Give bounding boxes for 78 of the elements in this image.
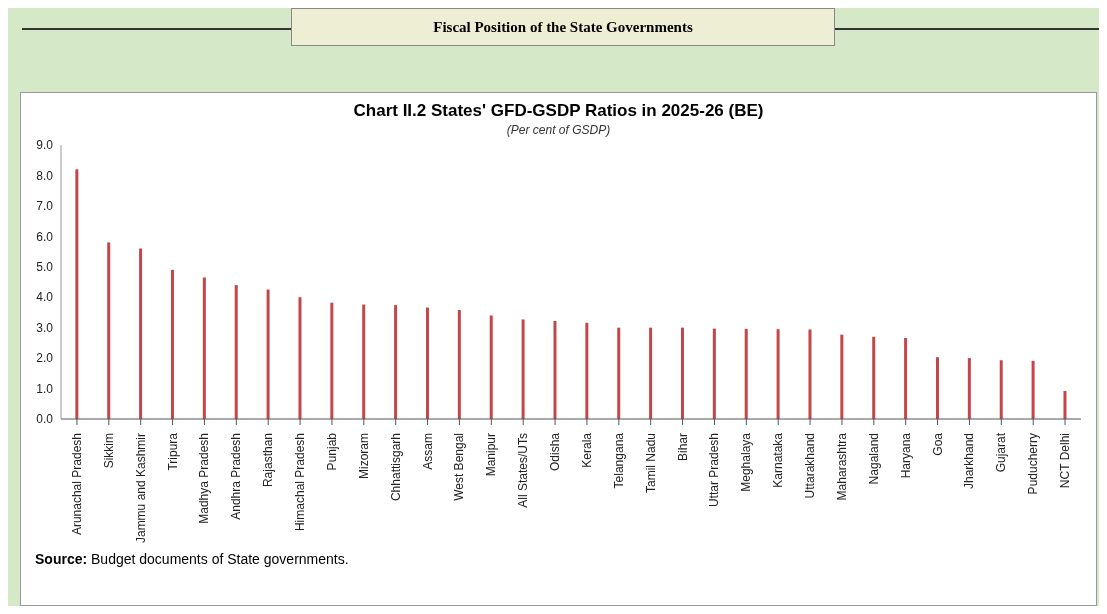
y-tick-label: 4.0: [36, 290, 54, 305]
x-tick-label: Goa: [930, 432, 945, 456]
x-tick-label: Nagaland: [866, 433, 881, 485]
x-tick-label: Uttar Pradesh: [707, 433, 722, 508]
bar: [107, 242, 111, 419]
x-tick-label: Puducherry: [1026, 433, 1041, 495]
chart-subtitle: (Per cent of GSDP): [505, 123, 612, 137]
bar: [234, 285, 238, 419]
x-tick-label: Manipur: [484, 433, 499, 477]
bar: [999, 360, 1003, 419]
x-tick-label: Punjab: [324, 432, 339, 471]
x-tick-label: Tripura: [165, 432, 180, 471]
bar: [872, 336, 876, 419]
bar: [935, 357, 939, 419]
chart-title: Chart II.2 States' GFD-GSDP Ratios in 2025-26 (BE): [352, 101, 765, 121]
y-tick-label: 1.0: [36, 381, 54, 396]
bar: [1031, 360, 1035, 419]
bar: [202, 277, 206, 419]
bar: [425, 307, 429, 419]
x-tick-label: Madhya Pradesh: [197, 433, 212, 524]
x-tick-label: Uttarakhand: [803, 433, 818, 499]
bar: [967, 358, 971, 419]
bar: [553, 320, 557, 419]
bar: [585, 322, 589, 419]
bar: [457, 310, 461, 419]
bar: [712, 328, 716, 419]
y-tick-label: 3.0: [36, 320, 54, 335]
x-tick-label: Assam: [420, 433, 435, 470]
x-tick-label: Rajasthan: [261, 433, 276, 488]
x-tick-label: Kerala: [579, 432, 594, 468]
y-tick-label: 8.0: [36, 168, 54, 183]
y-tick-label: 7.0: [36, 199, 54, 214]
x-tick-label: All States/UTs: [516, 433, 531, 508]
y-tick-label: 5.0: [36, 260, 54, 275]
bar: [362, 304, 366, 419]
x-tick-label: Chhattisgarh: [388, 433, 403, 502]
x-tick-label: Odisha: [548, 432, 563, 472]
bar: [521, 319, 525, 419]
text: Fiscal Position of the State Governments: [291, 8, 835, 46]
x-tick-label: Sikkim: [101, 433, 116, 469]
bar: [680, 327, 684, 419]
x-tick-label: Maharashtra: [834, 432, 849, 501]
bar: [330, 302, 334, 419]
bar: [139, 248, 143, 419]
x-tick-label: Jharkhand: [962, 433, 977, 490]
x-tick-label: Andhra Pradesh: [229, 433, 244, 520]
bar: [75, 169, 79, 419]
bar: [489, 315, 493, 419]
y-tick-label: 6.0: [36, 229, 54, 244]
x-tick-label: Bihar: [675, 433, 690, 462]
x-tick-label: Haryana: [898, 432, 913, 479]
bar: [617, 327, 621, 419]
bar: [904, 338, 908, 419]
bar: [808, 329, 812, 419]
x-tick-label: Mizoram: [356, 433, 371, 480]
bar: [170, 269, 174, 419]
x-tick-label: Gujarat: [994, 432, 1009, 473]
bar: [298, 297, 302, 419]
y-tick-label: 2.0: [36, 351, 54, 366]
x-tick-label: NCT Delhi: [1058, 433, 1073, 489]
bar: [1063, 390, 1067, 419]
bar: [266, 289, 270, 419]
x-tick-label: Telangana: [611, 432, 626, 489]
x-tick-label: Karnataka: [771, 432, 786, 488]
y-tick-label: 9.0: [36, 138, 54, 153]
bar: [840, 334, 844, 419]
bar: [649, 327, 653, 419]
x-tick-label: Arunachal Pradesh: [69, 433, 84, 536]
bar: [394, 305, 398, 419]
x-tick-label: West Bengal: [452, 433, 467, 501]
x-tick-label: Tamil Nadu: [643, 433, 658, 494]
x-tick-label: Meghalaya: [739, 432, 754, 492]
y-tick-label: 0.0: [36, 412, 54, 427]
bar: [776, 329, 780, 419]
source-note: Source: Budget documents of State governments.: [35, 551, 349, 567]
bar: [744, 328, 748, 419]
x-tick-label: Jammu and Kashmir: [133, 433, 148, 544]
x-tick-label: Himachal Pradesh: [293, 433, 308, 532]
